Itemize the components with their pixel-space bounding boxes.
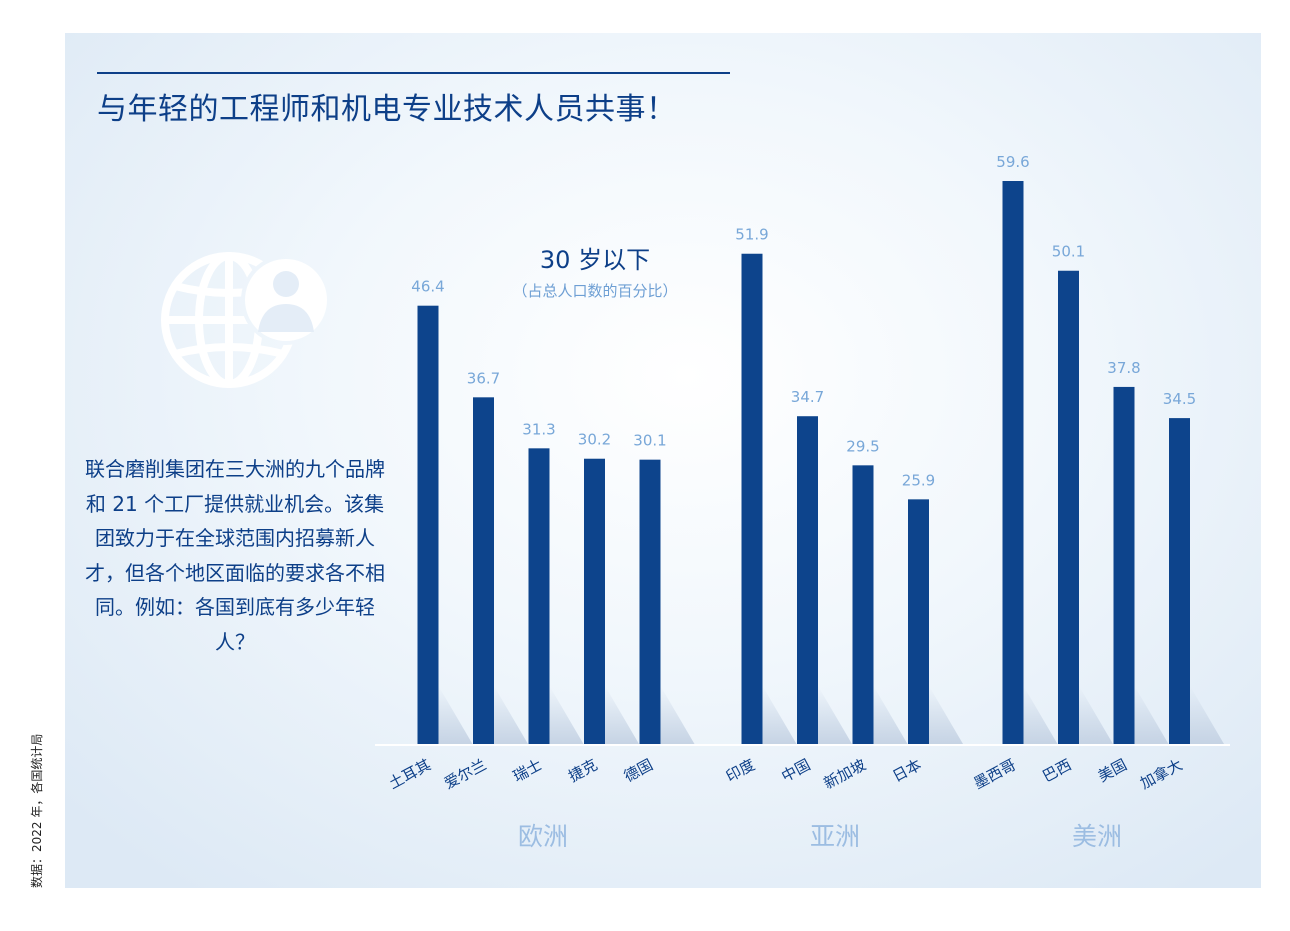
bar-shadow [605, 686, 639, 744]
category-label: 德国 [621, 756, 656, 786]
chart-subtitle: 30 岁以下 [539, 246, 651, 274]
bar [639, 459, 661, 744]
value-label: 29.5 [846, 437, 879, 455]
category-label: 巴西 [1039, 756, 1074, 786]
value-label: 25.9 [902, 471, 935, 489]
bar-shadow [494, 686, 528, 744]
category-label: 瑞士 [510, 756, 545, 786]
bar-shadow [660, 686, 695, 744]
category-label: 日本 [889, 756, 924, 786]
group-label: 美洲 [1072, 822, 1122, 851]
bar-shadow [762, 686, 797, 744]
bar [908, 499, 929, 744]
bar-shadow [1023, 686, 1058, 744]
category-label: 爱尔兰 [441, 756, 489, 793]
bar [473, 397, 494, 744]
category-label: 新加坡 [821, 756, 869, 793]
page-title: 与年轻的工程师和机电专业技术人员共事！ [97, 92, 677, 127]
value-label: 30.2 [578, 431, 611, 449]
bar [1113, 386, 1135, 744]
value-label: 31.3 [522, 420, 555, 438]
bar-shadow [1079, 686, 1113, 744]
bar [852, 465, 874, 744]
bar [797, 416, 818, 744]
group-label: 欧洲 [518, 822, 568, 851]
bar [1058, 270, 1079, 744]
value-label: 59.6 [996, 153, 1029, 171]
bar [584, 458, 605, 744]
value-label: 46.4 [411, 278, 444, 296]
value-label: 34.5 [1163, 390, 1196, 408]
bar-shadow [438, 686, 473, 744]
bar [1169, 418, 1190, 744]
category-label: 印度 [723, 756, 758, 786]
bar-shadow [929, 686, 963, 744]
bar-shadow [818, 686, 852, 744]
category-label: 中国 [778, 756, 813, 786]
bar [741, 253, 763, 744]
bar-shadow [873, 686, 908, 744]
value-label: 36.7 [467, 369, 500, 387]
description-text: 联合磨削集团在三大洲的九个品牌和 21 个工厂提供就业机会。该集团致力于在全球范… [85, 457, 385, 654]
chart-subtitle-note: （占总人口数的百分比） [512, 282, 678, 300]
title-rule [97, 72, 730, 74]
bar-shadow [1134, 686, 1169, 744]
category-label: 加拿大 [1137, 756, 1185, 793]
bar [528, 448, 550, 744]
category-label: 美国 [1095, 756, 1130, 786]
group-label: 亚洲 [810, 822, 860, 851]
category-label: 墨西哥 [971, 756, 1019, 793]
bar-shadow [1190, 686, 1224, 744]
value-label: 37.8 [1107, 359, 1140, 377]
globe-person-icon [161, 252, 327, 388]
bar [417, 305, 439, 744]
bar [1002, 181, 1024, 744]
bar-shadow [549, 686, 584, 744]
value-label: 34.7 [791, 388, 824, 406]
value-label: 30.1 [633, 432, 666, 450]
value-label: 51.9 [735, 226, 768, 244]
category-label: 土耳其 [386, 756, 434, 793]
category-label: 捷克 [565, 756, 600, 786]
value-label: 50.1 [1052, 243, 1085, 261]
